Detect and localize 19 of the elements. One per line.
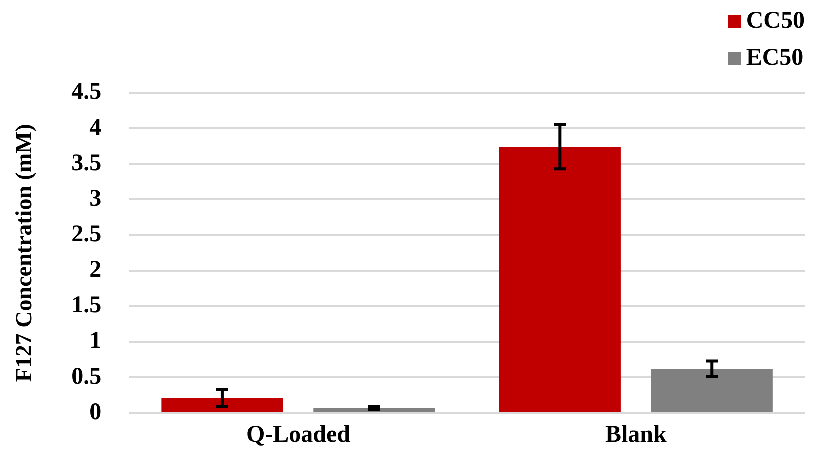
y-tick-label: 3: [90, 186, 102, 212]
y-tick-label: 4: [90, 114, 102, 141]
y-tick-label: 0.5: [72, 364, 102, 390]
bar: [314, 408, 436, 412]
y-tick-label: 3.5: [72, 150, 102, 176]
y-tick-label: 4.5: [72, 79, 102, 106]
y-tick-label: 2: [90, 257, 102, 284]
bar: [499, 147, 621, 412]
y-tick-label: 1.5: [72, 292, 102, 319]
legend-label: CC50: [746, 8, 805, 35]
bar: [651, 369, 773, 412]
x-tick-label: Q-Loaded: [246, 422, 352, 448]
y-axis-title: F127 Concentration (mM): [12, 124, 37, 382]
y-tick-label: 2.5: [72, 222, 102, 248]
y-tick-label: 0: [90, 399, 102, 426]
x-tick-label: Blank: [605, 422, 668, 448]
y-tick-label: 1: [90, 328, 102, 354]
legend-label: EC50: [746, 45, 804, 72]
bar: [162, 398, 284, 412]
